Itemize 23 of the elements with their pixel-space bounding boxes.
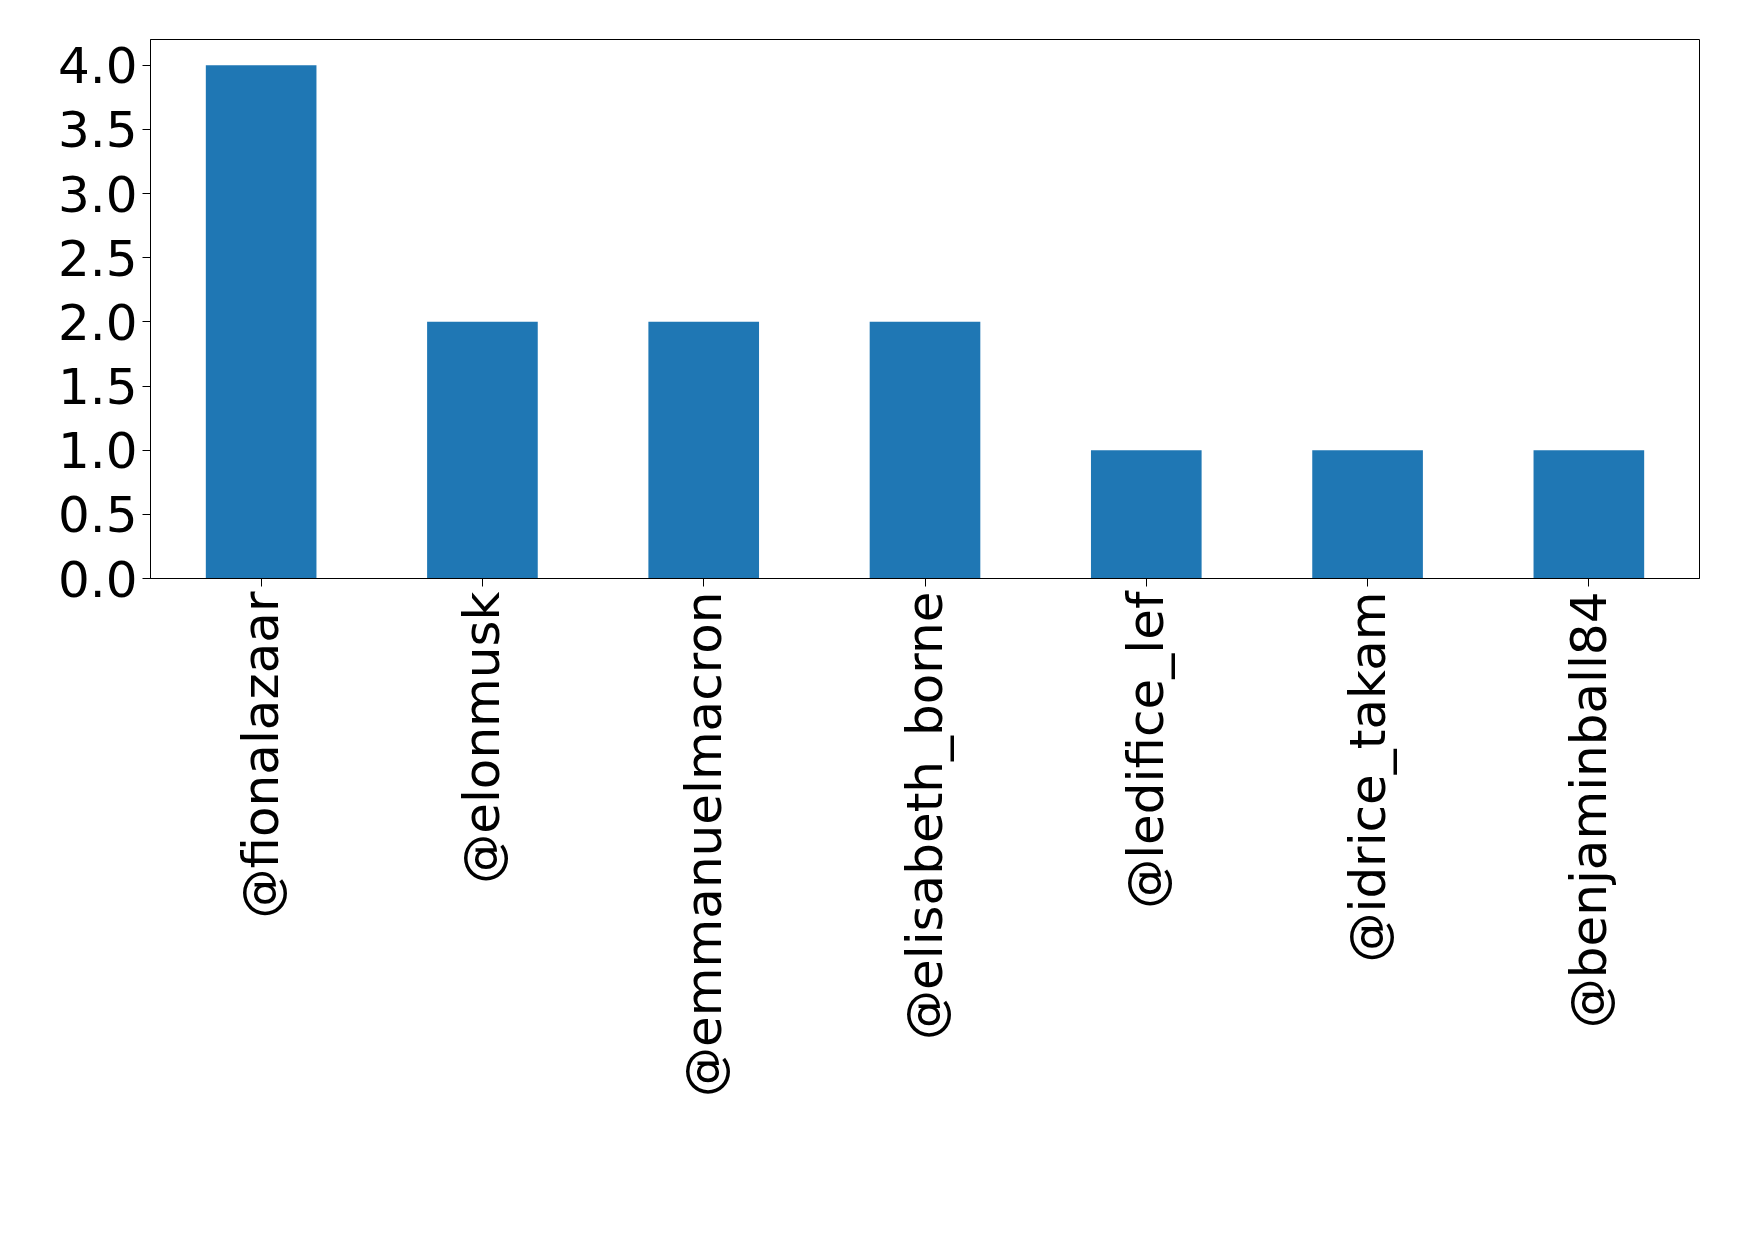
bar xyxy=(205,65,317,579)
bar xyxy=(427,321,538,579)
y-tick-label: 1.0 xyxy=(57,422,138,481)
y-tick-label: 4.0 xyxy=(57,37,138,96)
x-tick-label: @ledifice_lef xyxy=(1117,590,1176,909)
y-tick-label: 0.5 xyxy=(57,486,138,545)
bar xyxy=(1090,450,1202,579)
y-tick-label: 3.0 xyxy=(57,165,138,224)
bar xyxy=(1312,450,1423,579)
y-tick-label: 1.5 xyxy=(57,358,138,416)
y-tick-label: 3.5 xyxy=(57,101,138,160)
x-tick-label: @elisabeth_borne xyxy=(896,591,954,1040)
bar xyxy=(648,321,760,579)
bar xyxy=(869,321,981,579)
y-tick-label: 2.5 xyxy=(57,229,138,288)
x-tick-label: @emmanuelmacron xyxy=(674,591,733,1097)
x-tick-label: @fionalazaar xyxy=(232,591,291,919)
y-tick-label: 0.0 xyxy=(57,550,138,609)
x-tick-label: @elonmusk xyxy=(453,591,512,884)
y-tick-label: 2.0 xyxy=(57,293,138,352)
x-tick-label: @idrice_takam xyxy=(1338,591,1397,963)
bar xyxy=(1533,450,1645,579)
x-tick-label: @benjaminball84 xyxy=(1559,591,1618,1029)
